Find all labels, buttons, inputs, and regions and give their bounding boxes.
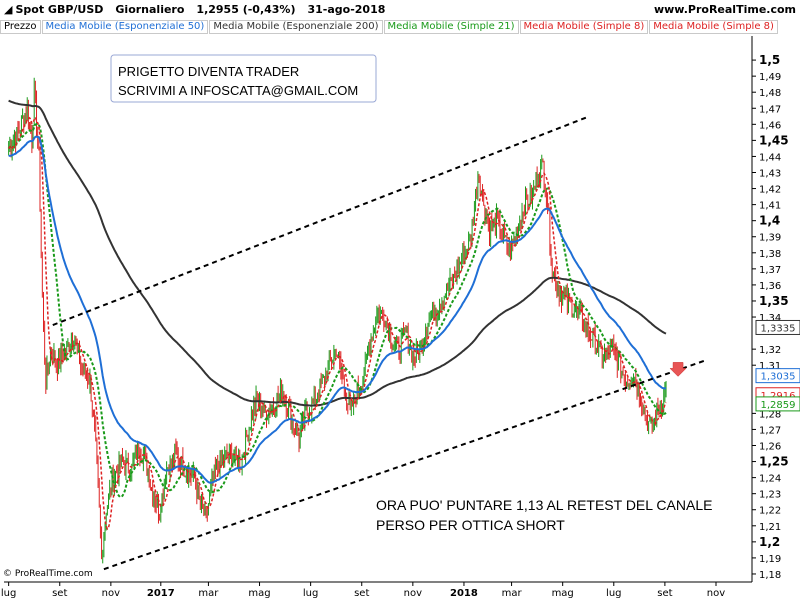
x-tick-label: mar [502,588,523,599]
y-tick-label: 1,46 [759,120,781,131]
ema200-line [8,99,667,407]
indicator-legend: Prezzo Media Mobile (Esponenziale 50) Medi… [0,20,779,34]
legend-item-sma8-b[interactable]: Media Mobile (Simple 8) [649,20,778,34]
x-tick-label: mar [198,588,219,599]
legend-item-sma8[interactable]: Media Mobile (Simple 8) [519,20,649,34]
instrument-icon: ◢ [4,3,13,16]
ema50-line [8,135,666,484]
x-tick-label: lug [303,588,318,599]
y-tick-label: 1,48 [759,88,781,99]
site-label: www.ProRealTime.com [653,3,796,16]
price-tag-label: 1,3335 [761,323,796,334]
analysis-note-line: ORA PUO' PUNTARE 1,13 AL RETEST DEL CANA… [376,497,712,513]
date-label: 31-ago-2018 [307,3,386,16]
x-tick-label: set [657,588,672,599]
y-tick-label: 1,36 [759,281,781,292]
legend-item-price[interactable]: Prezzo [0,20,41,34]
y-tick-label: 1,41 [759,201,781,212]
x-tick-label: nov [404,588,422,599]
sell-arrow-icon [669,362,687,377]
x-tick-label: mag [552,588,574,599]
x-tick-label: lug [1,588,16,599]
price-tag [755,396,800,412]
contact-note-line: PRIGETTO DIVENTA TRADER [118,64,299,79]
y-tick-label: 1,35 [759,294,789,308]
lower-channel-trendline [103,359,706,571]
price-tag-label: 1,3035 [761,372,796,383]
symbol-label: Spot GBP/USD [15,3,104,16]
sma8-line [7,115,667,531]
x-tick-label: lug [606,588,621,599]
y-tick-label: 1,38 [759,249,781,260]
y-tick-label: 1,21 [759,522,781,533]
y-tick-label: 1,19 [759,554,781,565]
contact-note-line: SCRIVIMI A INFOSCATTA@GMAIL.COM [118,83,358,98]
y-tick-label: 1,42 [759,185,781,196]
y-tick-label: 1,34 [759,313,781,324]
x-tick-label: nov [102,588,120,599]
price-candles [8,77,667,564]
chart-title: ◢ Spot GBP/USD Giornaliero 1,2955 (-0,43%) 3… [4,3,397,16]
chart-header: ◢ Spot GBP/USD Giornaliero 1,2955 (-0,43%) 3… [0,0,800,20]
x-tick-label: 2017 [147,588,175,599]
y-tick-label: 1,5 [759,53,780,67]
contact-note-box [110,54,377,103]
y-tick-label: 1,18 [759,570,781,581]
y-tick-label: 1,47 [759,104,781,115]
quote-label: 1,2955 (-0,43%) [196,3,296,16]
y-tick-label: 1,37 [759,265,781,276]
legend-item-sma21[interactable]: Media Mobile (Simple 21) [383,20,519,34]
y-tick-label: 1,23 [759,490,781,501]
y-tick-label: 1,4 [759,214,780,228]
sma21-line [7,123,667,499]
x-tick-label: set [52,588,67,599]
y-tick-label: 1,24 [759,474,781,485]
y-tick-label: 1,25 [759,455,789,469]
price-tag [755,368,800,384]
y-tick-label: 1,26 [759,442,781,453]
x-tick-label: set [354,588,369,599]
y-tick-label: 1,2 [759,535,780,549]
y-tick-label: 1,28 [759,409,781,420]
x-tick-label: nov [707,588,725,599]
period-label: Giornaliero [115,3,185,16]
y-tick-label: 1,43 [759,169,781,180]
analysis-note-line: PERSO PER OTTICA SHORT [376,517,565,533]
x-tick-label: 2018 [450,588,478,599]
y-tick-label: 1,22 [759,506,781,517]
y-tick-label: 1,49 [759,72,781,83]
price-tag-label: 1,2859 [761,400,796,411]
legend-item-ema200[interactable]: Media Mobile (Esponenziale 200) [209,20,383,34]
x-tick-label: mag [248,588,270,599]
price-tag [755,319,800,335]
y-tick-label: 1,31 [759,361,781,372]
y-tick-label: 1,32 [759,345,781,356]
y-tick-label: 1,44 [759,152,781,163]
upper-channel-trendline [52,115,590,326]
y-tick-label: 1,27 [759,425,781,436]
legend-item-ema50[interactable]: Media Mobile (Esponenziale 50) [41,20,209,34]
y-tick-label: 1,45 [759,133,789,147]
copyright-label: © ProRealTime.com [3,569,93,579]
price-tag-label: 1,2916 [761,391,796,402]
y-tick-label: 1,39 [759,233,781,244]
